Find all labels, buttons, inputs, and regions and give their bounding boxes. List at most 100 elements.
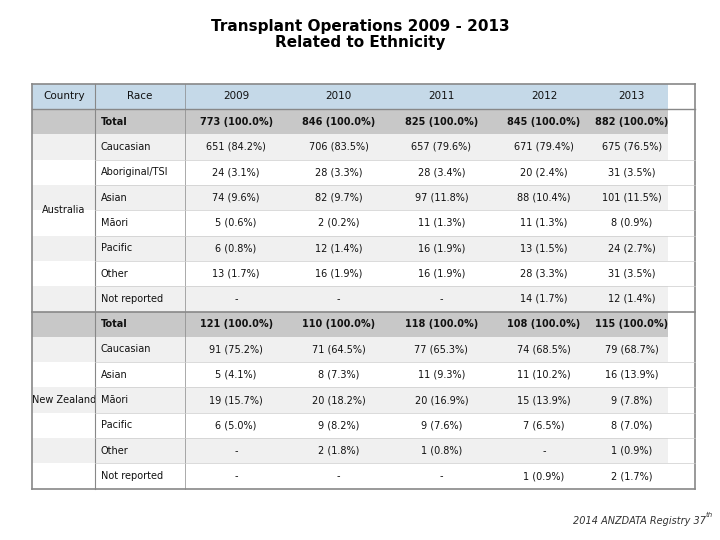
- Text: 8 (0.9%): 8 (0.9%): [611, 218, 652, 228]
- Text: Total: Total: [101, 319, 127, 329]
- Text: 2009: 2009: [223, 91, 249, 102]
- Text: 882 (100.0%): 882 (100.0%): [595, 117, 669, 127]
- Text: 1 (0.8%): 1 (0.8%): [420, 446, 462, 456]
- Text: -: -: [440, 471, 444, 481]
- Text: -: -: [234, 294, 238, 304]
- Text: 846 (100.0%): 846 (100.0%): [302, 117, 375, 127]
- Text: -: -: [337, 471, 341, 481]
- Text: 8 (7.3%): 8 (7.3%): [318, 370, 359, 380]
- Text: Country: Country: [43, 91, 85, 102]
- Text: 20 (16.9%): 20 (16.9%): [415, 395, 468, 405]
- Text: 31 (3.5%): 31 (3.5%): [608, 167, 656, 177]
- Text: 825 (100.0%): 825 (100.0%): [405, 117, 478, 127]
- Text: 8 (7.0%): 8 (7.0%): [611, 421, 652, 430]
- Text: 11 (1.3%): 11 (1.3%): [418, 218, 465, 228]
- Text: 12 (1.4%): 12 (1.4%): [315, 243, 362, 253]
- Text: Australia: Australia: [42, 205, 86, 215]
- Text: -: -: [440, 294, 444, 304]
- Text: 91 (75.2%): 91 (75.2%): [209, 345, 263, 354]
- Text: 74 (68.5%): 74 (68.5%): [517, 345, 571, 354]
- Text: 2 (1.7%): 2 (1.7%): [611, 471, 652, 481]
- Text: 13 (1.7%): 13 (1.7%): [212, 268, 260, 279]
- Text: 1 (0.9%): 1 (0.9%): [523, 471, 564, 481]
- Text: Transplant Operations 2009 - 2013: Transplant Operations 2009 - 2013: [211, 19, 509, 34]
- Text: 651 (84.2%): 651 (84.2%): [206, 142, 266, 152]
- Text: Total: Total: [101, 117, 127, 127]
- Text: 657 (79.6%): 657 (79.6%): [411, 142, 472, 152]
- Text: 2 (0.2%): 2 (0.2%): [318, 218, 359, 228]
- Text: 2013: 2013: [618, 91, 645, 102]
- Text: 5 (4.1%): 5 (4.1%): [215, 370, 257, 380]
- Text: -: -: [234, 471, 238, 481]
- Text: 671 (79.4%): 671 (79.4%): [514, 142, 574, 152]
- Text: 773 (100.0%): 773 (100.0%): [199, 117, 273, 127]
- Text: Not reported: Not reported: [101, 471, 163, 481]
- Text: Related to Ethnicity: Related to Ethnicity: [275, 35, 445, 50]
- Text: New Zealand: New Zealand: [32, 395, 96, 405]
- Text: Asian: Asian: [101, 370, 127, 380]
- Text: Aboriginal/TSI: Aboriginal/TSI: [101, 167, 168, 177]
- Text: 2 (1.8%): 2 (1.8%): [318, 446, 359, 456]
- Text: Caucasian: Caucasian: [101, 142, 151, 152]
- Text: 77 (65.3%): 77 (65.3%): [415, 345, 469, 354]
- Text: 101 (11.5%): 101 (11.5%): [602, 193, 662, 202]
- Text: 16 (1.9%): 16 (1.9%): [418, 268, 465, 279]
- Text: -: -: [234, 446, 238, 456]
- Text: 121 (100.0%): 121 (100.0%): [199, 319, 273, 329]
- Text: 110 (100.0%): 110 (100.0%): [302, 319, 375, 329]
- Text: Other: Other: [101, 268, 128, 279]
- Text: 118 (100.0%): 118 (100.0%): [405, 319, 478, 329]
- Text: th: th: [706, 512, 713, 518]
- Text: 82 (9.7%): 82 (9.7%): [315, 193, 363, 202]
- Text: Māori: Māori: [101, 395, 128, 405]
- Text: Caucasian: Caucasian: [101, 345, 151, 354]
- Text: 74 (9.6%): 74 (9.6%): [212, 193, 260, 202]
- Text: 9 (8.2%): 9 (8.2%): [318, 421, 359, 430]
- Text: 14 (1.7%): 14 (1.7%): [521, 294, 568, 304]
- Text: 6 (0.8%): 6 (0.8%): [215, 243, 257, 253]
- Text: 108 (100.0%): 108 (100.0%): [508, 319, 581, 329]
- Text: 71 (64.5%): 71 (64.5%): [312, 345, 366, 354]
- Text: Other: Other: [101, 446, 128, 456]
- Text: 5 (0.6%): 5 (0.6%): [215, 218, 257, 228]
- Text: 6 (5.0%): 6 (5.0%): [215, 421, 257, 430]
- Text: 2012: 2012: [531, 91, 557, 102]
- Text: 28 (3.3%): 28 (3.3%): [315, 167, 362, 177]
- Text: 706 (83.5%): 706 (83.5%): [309, 142, 369, 152]
- Text: 7 (6.5%): 7 (6.5%): [523, 421, 565, 430]
- Text: 16 (13.9%): 16 (13.9%): [605, 370, 659, 380]
- Text: 16 (1.9%): 16 (1.9%): [418, 243, 465, 253]
- Text: 12 (1.4%): 12 (1.4%): [608, 294, 656, 304]
- Text: 79 (68.7%): 79 (68.7%): [605, 345, 659, 354]
- Text: 20 (2.4%): 20 (2.4%): [521, 167, 568, 177]
- Text: 19 (15.7%): 19 (15.7%): [210, 395, 263, 405]
- Text: Asian: Asian: [101, 193, 127, 202]
- Text: 2011: 2011: [428, 91, 454, 102]
- Text: 2014 ANZDATA Registry 37: 2014 ANZDATA Registry 37: [572, 516, 706, 526]
- Text: 31 (3.5%): 31 (3.5%): [608, 268, 656, 279]
- Text: 24 (2.7%): 24 (2.7%): [608, 243, 656, 253]
- Text: 28 (3.4%): 28 (3.4%): [418, 167, 465, 177]
- Text: -: -: [542, 446, 546, 456]
- Text: Pacific: Pacific: [101, 421, 132, 430]
- Text: 28 (3.3%): 28 (3.3%): [521, 268, 568, 279]
- Text: 1 (0.9%): 1 (0.9%): [611, 446, 652, 456]
- Text: 20 (18.2%): 20 (18.2%): [312, 395, 366, 405]
- Text: 675 (76.5%): 675 (76.5%): [602, 142, 662, 152]
- Text: 11 (9.3%): 11 (9.3%): [418, 370, 465, 380]
- Text: Māori: Māori: [101, 218, 128, 228]
- Text: 88 (10.4%): 88 (10.4%): [518, 193, 571, 202]
- Text: Race: Race: [127, 91, 153, 102]
- Text: 16 (1.9%): 16 (1.9%): [315, 268, 362, 279]
- Text: 845 (100.0%): 845 (100.0%): [508, 117, 581, 127]
- Text: 9 (7.6%): 9 (7.6%): [420, 421, 462, 430]
- Text: 24 (3.1%): 24 (3.1%): [212, 167, 260, 177]
- Text: 115 (100.0%): 115 (100.0%): [595, 319, 668, 329]
- Text: -: -: [337, 294, 341, 304]
- Text: 15 (13.9%): 15 (13.9%): [517, 395, 571, 405]
- Text: Pacific: Pacific: [101, 243, 132, 253]
- Text: Not reported: Not reported: [101, 294, 163, 304]
- Text: 97 (11.8%): 97 (11.8%): [415, 193, 468, 202]
- Text: 11 (10.2%): 11 (10.2%): [517, 370, 571, 380]
- Text: 2010: 2010: [325, 91, 352, 102]
